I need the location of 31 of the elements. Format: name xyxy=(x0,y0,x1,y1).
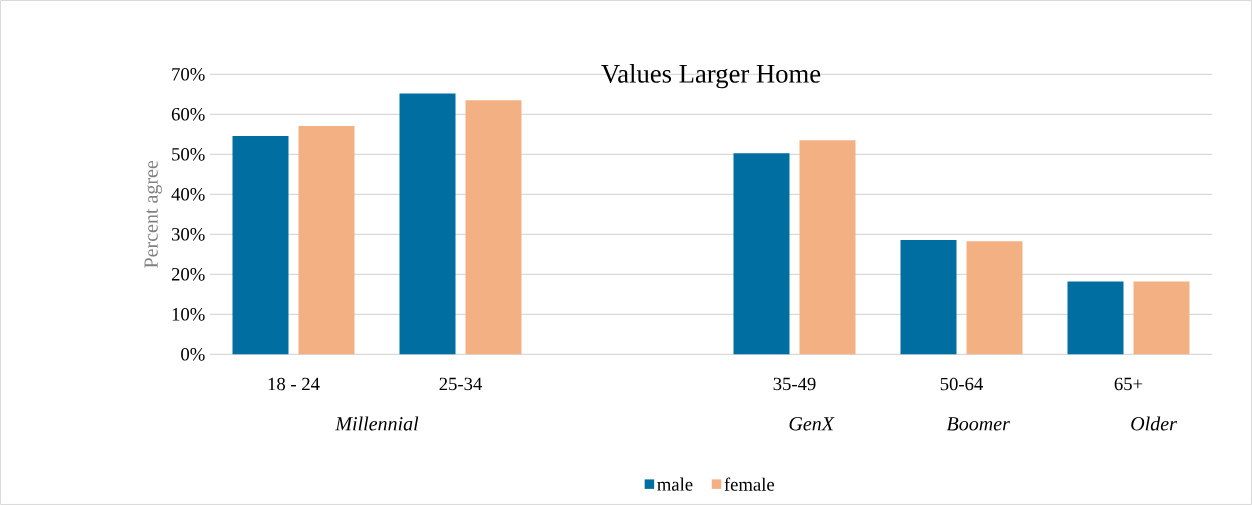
text: GenX xyxy=(789,417,835,431)
bar xyxy=(900,239,957,355)
x-tick-label: 50-64 xyxy=(940,377,983,391)
y-tick-label: 10% xyxy=(172,307,205,321)
bar xyxy=(1133,281,1190,355)
text: Millennial xyxy=(335,416,419,431)
bar xyxy=(298,125,355,355)
x-tick-label: 35-49 xyxy=(773,377,816,391)
bar xyxy=(465,100,522,355)
legend-label: male xyxy=(657,477,693,491)
y-tick-label: 70% xyxy=(172,68,205,81)
bar xyxy=(966,241,1023,355)
y-tick-label: 60% xyxy=(171,107,205,121)
bar xyxy=(799,140,856,355)
text: Boomer xyxy=(946,417,1010,431)
chart-title: Values Larger Home xyxy=(601,64,821,89)
legend-label: female xyxy=(724,477,775,491)
x-tick-label: 18 - 24 xyxy=(268,377,320,391)
bar xyxy=(733,153,790,355)
bar xyxy=(1067,281,1124,355)
x-tick-label: 65+ xyxy=(1114,377,1143,391)
y-tick-label: 30% xyxy=(171,227,205,241)
y-tick-label: 50% xyxy=(172,147,205,161)
y-tick-label: 0% xyxy=(181,347,205,361)
x-tick-label: 25-34 xyxy=(439,377,482,391)
y-axis-title: Percent agree xyxy=(144,160,162,268)
bar xyxy=(399,93,456,355)
y-tick-label: 20% xyxy=(171,267,205,281)
text: Older xyxy=(1131,416,1177,431)
bar xyxy=(232,135,289,355)
y-tick-label: 40% xyxy=(171,187,205,201)
